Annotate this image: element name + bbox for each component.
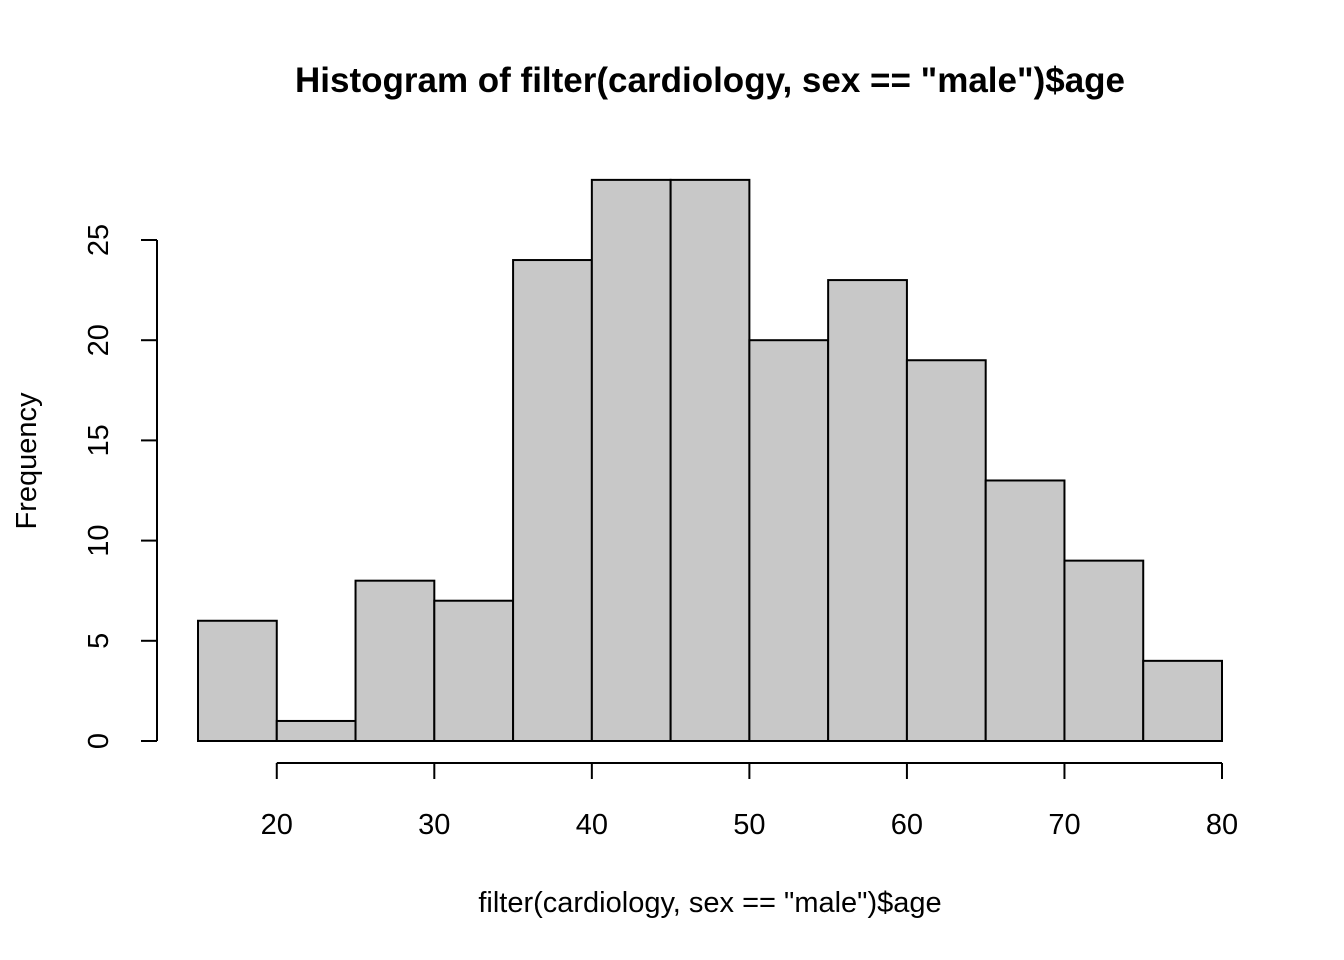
histogram-bar	[1142, 659, 1223, 743]
x-axis-label: filter(cardiology, sex == "male")$age	[478, 887, 941, 919]
histogram-bar	[669, 178, 751, 742]
x-tick-label: 70	[1048, 809, 1080, 841]
bars-group	[197, 178, 1223, 743]
histogram-bar	[905, 359, 987, 742]
histogram-bar	[275, 719, 357, 743]
x-axis: 20 30 40 50 60 70 80	[261, 762, 1238, 841]
x-tick-label: 60	[891, 809, 923, 841]
y-tick-label: 25	[83, 224, 115, 256]
x-tick-label: 50	[733, 809, 765, 841]
histogram-bar	[984, 479, 1066, 742]
histogram-bar	[827, 279, 908, 742]
y-axis-label: Frequency	[11, 392, 43, 530]
x-tick-label: 20	[261, 809, 293, 841]
y-tick-label: 0	[83, 733, 115, 749]
histogram-bar	[354, 579, 436, 742]
histogram-bar	[1063, 559, 1145, 743]
histogram-bar	[512, 259, 593, 742]
y-axis: 0 5 10 15 20 25	[83, 224, 158, 749]
x-tick-label: 40	[576, 809, 608, 841]
x-tick-label: 80	[1206, 809, 1238, 841]
histogram-bar	[433, 599, 515, 742]
y-tick-label: 15	[83, 424, 115, 456]
chart-title: Histogram of filter(cardiology, sex == "…	[295, 61, 1125, 100]
histogram-bar	[590, 178, 672, 742]
y-tick-label: 10	[83, 524, 115, 556]
y-tick-label: 20	[83, 324, 115, 356]
histogram-bar	[197, 619, 278, 743]
x-tick-label: 30	[418, 809, 450, 841]
y-tick-label: 5	[83, 633, 115, 649]
histogram-bar	[748, 339, 830, 742]
